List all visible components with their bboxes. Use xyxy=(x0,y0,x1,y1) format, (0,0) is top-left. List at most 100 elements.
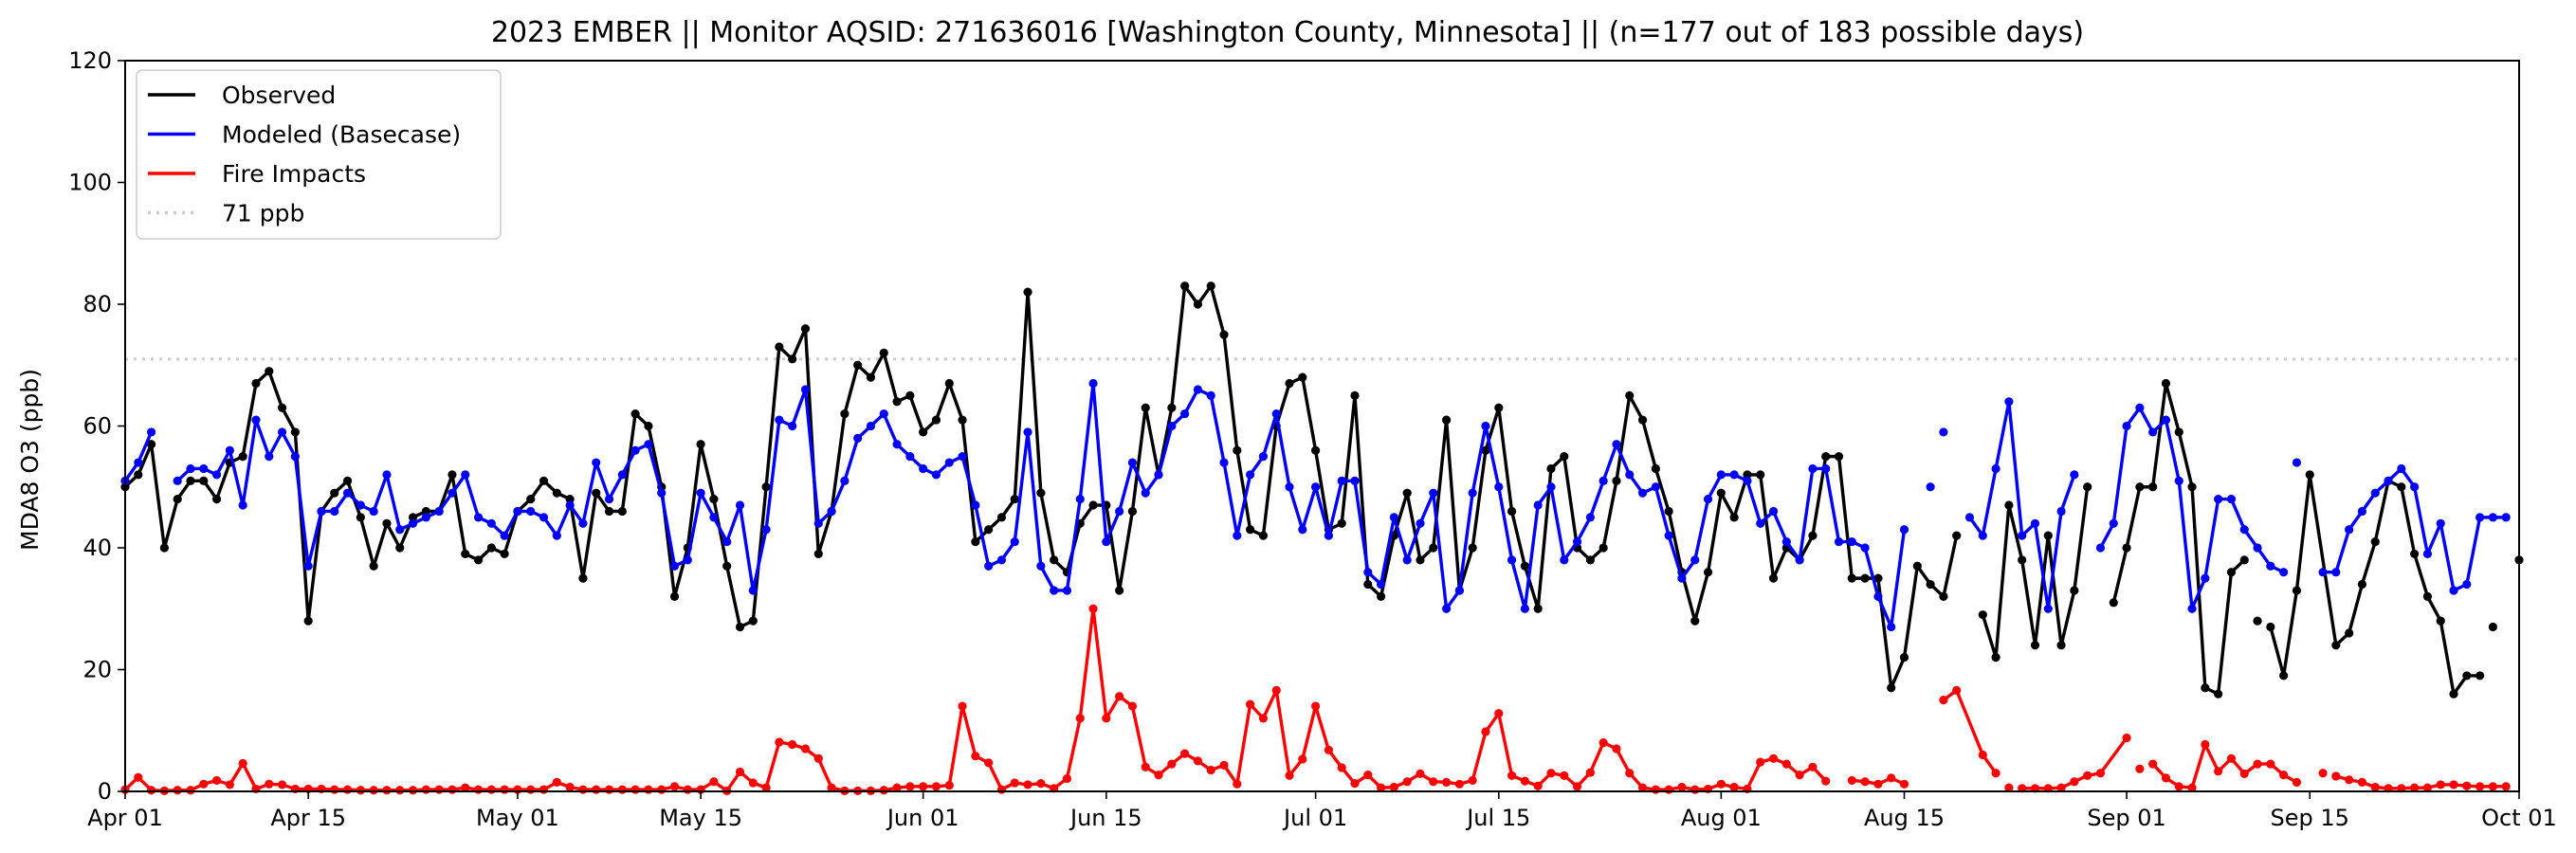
data-point-observed xyxy=(2488,622,2497,632)
data-point-modeled-basecase xyxy=(1350,476,1360,485)
data-point-fire-impacts xyxy=(2122,733,2131,743)
data-point-observed xyxy=(1546,463,1556,474)
data-point-observed xyxy=(775,342,784,352)
data-point-modeled-basecase xyxy=(1834,536,1844,547)
data-point-observed xyxy=(813,549,823,559)
data-point-modeled-basecase xyxy=(1233,531,1242,540)
data-point-modeled-basecase xyxy=(2201,573,2210,583)
data-point-observed xyxy=(2109,598,2118,608)
data-point-modeled-basecase xyxy=(2384,476,2393,485)
data-point-fire-impacts xyxy=(1258,714,1269,723)
data-point-modeled-basecase xyxy=(526,506,536,517)
data-point-fire-impacts xyxy=(984,758,994,768)
data-point-fire-impacts xyxy=(473,785,484,794)
data-point-modeled-basecase xyxy=(1768,506,1779,517)
data-point-modeled-basecase xyxy=(1978,531,1987,540)
data-point-observed xyxy=(461,549,470,559)
data-point-fire-impacts xyxy=(657,785,667,794)
data-point-modeled-basecase xyxy=(813,518,823,528)
data-point-observed xyxy=(330,488,339,498)
data-point-modeled-basecase xyxy=(905,452,915,462)
y-axis-label: MDA8 O3 (ppb) xyxy=(16,369,44,551)
data-point-observed xyxy=(1258,531,1269,540)
data-point-modeled-basecase xyxy=(265,452,274,462)
data-point-modeled-basecase xyxy=(1625,470,1635,480)
data-point-observed xyxy=(2422,591,2433,602)
data-point-modeled-basecase xyxy=(1808,463,1818,474)
data-point-fire-impacts xyxy=(1520,776,1529,786)
data-point-fire-impacts xyxy=(2501,782,2511,791)
data-point-fire-impacts xyxy=(1494,709,1504,718)
data-point-observed xyxy=(1690,616,1700,626)
data-point-modeled-basecase xyxy=(1599,476,1608,485)
data-point-fire-impacts xyxy=(1507,771,1517,780)
x-tick-label: Apr 15 xyxy=(270,805,346,831)
data-point-observed xyxy=(958,415,967,425)
data-point-fire-impacts xyxy=(1664,785,1673,794)
data-point-modeled-basecase xyxy=(709,513,719,522)
data-point-observed xyxy=(1167,403,1177,412)
data-point-modeled-basecase xyxy=(382,470,392,480)
data-point-modeled-basecase xyxy=(2318,568,2328,577)
data-point-modeled-basecase xyxy=(1062,586,1072,595)
data-point-fire-impacts xyxy=(1781,759,1791,769)
data-point-observed xyxy=(1716,488,1726,498)
data-point-observed xyxy=(539,476,549,485)
data-point-observed xyxy=(303,616,313,626)
data-point-observed xyxy=(382,518,392,528)
data-point-fire-impacts xyxy=(958,701,967,711)
data-point-observed xyxy=(1651,463,1660,474)
data-point-observed xyxy=(147,440,156,449)
data-point-modeled-basecase xyxy=(1010,536,1019,547)
x-tick-label: Sep 01 xyxy=(2087,805,2165,831)
data-point-modeled-basecase xyxy=(748,586,758,595)
data-point-modeled-basecase xyxy=(238,500,247,510)
data-point-observed xyxy=(1193,299,1203,309)
data-point-observed xyxy=(290,427,300,437)
data-point-fire-impacts xyxy=(604,785,614,794)
data-point-observed xyxy=(879,348,888,357)
data-point-modeled-basecase xyxy=(513,506,522,517)
data-point-fire-impacts xyxy=(434,785,444,794)
data-point-modeled-basecase xyxy=(735,500,745,510)
data-point-modeled-basecase xyxy=(1756,518,1765,528)
data-point-observed xyxy=(2279,671,2289,681)
data-point-fire-impacts xyxy=(2331,771,2341,781)
data-point-modeled-basecase xyxy=(1585,513,1595,522)
data-point-modeled-basecase xyxy=(2397,463,2406,474)
data-point-fire-impacts xyxy=(1821,776,1831,786)
data-point-modeled-basecase xyxy=(775,415,784,425)
data-point-fire-impacts xyxy=(2266,759,2275,769)
plot-area xyxy=(120,281,2524,795)
x-axis-ticks: Apr 01 Apr 15 May 01 May 15 Jun 01 Jun 15 Jul … xyxy=(87,791,2557,831)
data-point-modeled-basecase xyxy=(303,561,313,571)
data-point-modeled-basecase xyxy=(1481,421,1490,431)
data-point-modeled-basecase xyxy=(696,488,705,498)
data-point-modeled-basecase xyxy=(2292,458,2302,467)
data-point-fire-impacts xyxy=(1468,775,1477,786)
data-point-modeled-basecase xyxy=(879,409,888,419)
data-point-fire-impacts xyxy=(1808,762,1818,771)
data-point-observed xyxy=(1703,568,1713,577)
data-point-observed xyxy=(866,372,876,382)
data-point-observed xyxy=(1311,445,1321,455)
data-point-observed xyxy=(1402,488,1412,498)
data-point-observed xyxy=(1847,573,1856,583)
data-point-modeled-basecase xyxy=(1298,525,1307,535)
data-point-fire-impacts xyxy=(565,782,575,792)
data-point-modeled-basecase xyxy=(1637,488,1648,498)
data-point-observed xyxy=(421,506,430,517)
data-point-modeled-basecase xyxy=(1520,604,1529,613)
data-point-fire-impacts xyxy=(2488,782,2497,791)
data-point-modeled-basecase xyxy=(1899,525,1909,535)
data-point-modeled-basecase xyxy=(1703,495,1713,504)
data-point-fire-impacts xyxy=(827,783,836,792)
data-point-modeled-basecase xyxy=(1468,488,1477,498)
data-point-modeled-basecase xyxy=(434,506,444,517)
data-point-fire-impacts xyxy=(1690,785,1700,794)
data-point-fire-impacts xyxy=(919,782,928,791)
data-point-modeled-basecase xyxy=(2018,531,2027,540)
data-point-modeled-basecase xyxy=(1023,427,1032,437)
data-point-fire-impacts xyxy=(2462,781,2472,790)
data-point-observed xyxy=(1991,653,2001,662)
